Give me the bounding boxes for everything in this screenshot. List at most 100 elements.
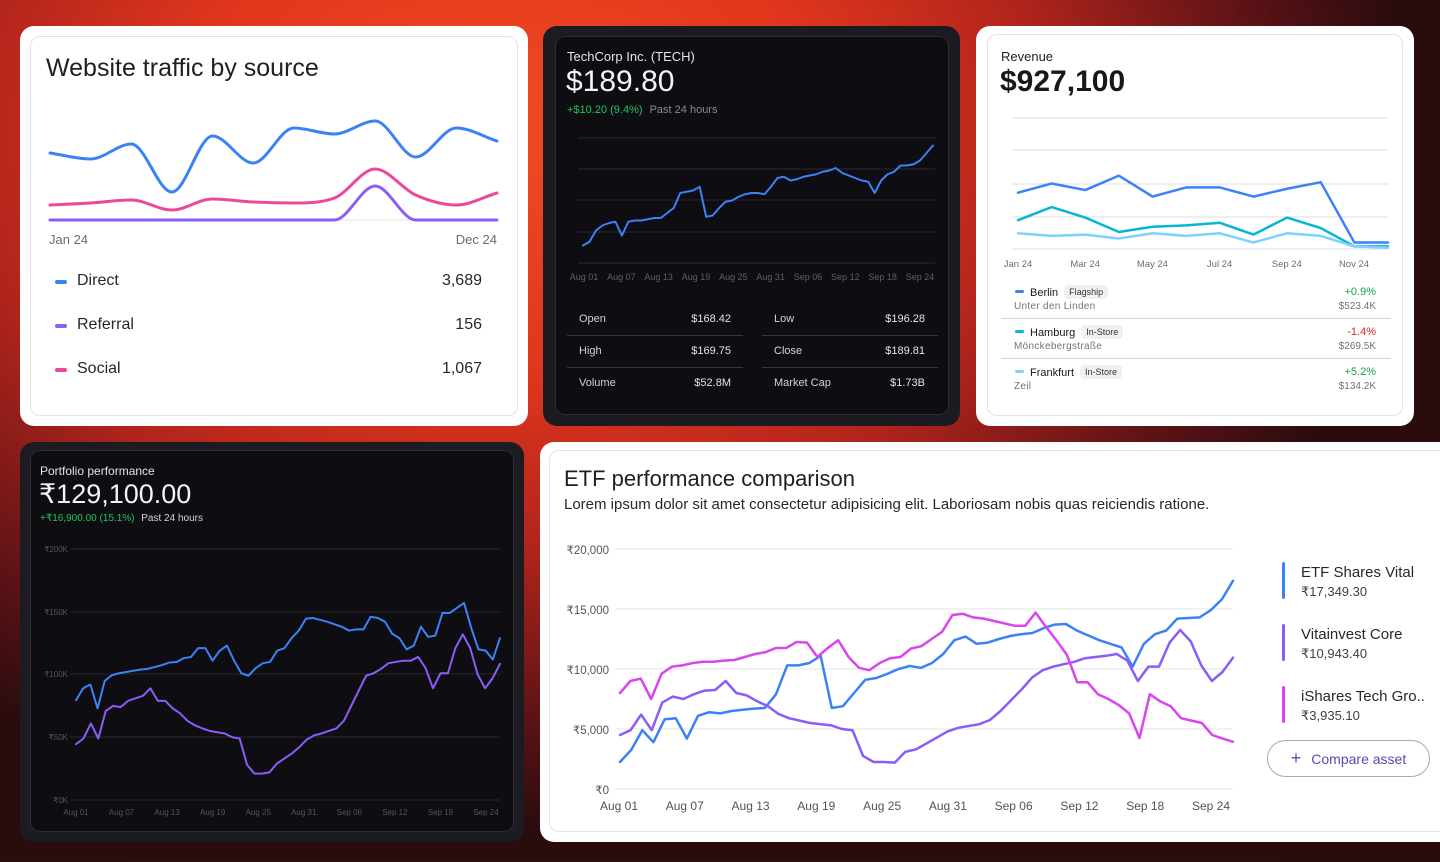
location-change: -1.4%: [1347, 326, 1376, 338]
x-tick-label: Aug 01: [599, 799, 639, 813]
portfolio-title: Portfolio performance: [40, 464, 155, 478]
location-address: Mönckebergstraße: [1014, 341, 1103, 352]
y-tick-label: ₹50K: [48, 733, 68, 742]
y-tick-label: ₹5,000: [572, 725, 609, 737]
stat-label: Volume: [579, 377, 616, 389]
x-tick-label: Sep 06: [994, 799, 1033, 813]
series-line-frankfurt: [1016, 232, 1390, 249]
x-tick-label: Nov 24: [1338, 259, 1370, 270]
series-line-ishares-tech-gro-: [618, 611, 1235, 744]
traffic-card-body: [30, 36, 518, 416]
compare-asset-button[interactable]: + Compare asset: [1267, 740, 1430, 777]
legend-swatch-referral: [55, 324, 67, 328]
location-item-frankfurt: Frankfurt In-Store: [1030, 365, 1123, 379]
location-amount: $269.5K: [1338, 341, 1376, 352]
stock-card-body: [555, 36, 949, 415]
x-tick-label: Sep 06: [336, 808, 362, 817]
stock-chart: [578, 137, 935, 264]
location-badge: In-Store: [1080, 365, 1123, 379]
location-swatch: [1015, 330, 1024, 333]
series-line-1: [75, 633, 501, 775]
x-tick-label: Aug 31: [756, 272, 785, 282]
x-tick-label: Sep 18: [868, 272, 897, 282]
stat-label: Low: [774, 313, 795, 325]
y-tick-label: ₹20,000: [566, 545, 610, 557]
stat-label: High: [579, 345, 602, 357]
x-tick-label: Sep 24: [473, 808, 499, 817]
etf-subtitle: Lorem ipsum dolor sit amet consectetur a…: [564, 496, 1210, 513]
revenue-title: Revenue: [1001, 49, 1054, 64]
revenue-total: $927,100: [1000, 65, 1126, 98]
legend-value: 156: [455, 316, 482, 333]
legend-name: Vitainvest Core: [1301, 626, 1403, 643]
x-tick-label: Aug 19: [199, 808, 226, 817]
location-item-hamburg: Hamburg In-Store: [1030, 325, 1124, 339]
location-divider: [1001, 318, 1391, 319]
x-tick-label: Sep 12: [1060, 799, 1099, 813]
y-tick-label: ₹200K: [44, 545, 68, 554]
series-line-social: [48, 167, 499, 212]
legend-name: ETF Shares Vital: [1301, 564, 1415, 581]
compare-asset-label: Compare asset: [1311, 750, 1407, 767]
stock-title: TechCorp Inc. (TECH): [567, 49, 695, 64]
x-tick-label: Sep 18: [427, 808, 454, 817]
traffic-chart: [48, 119, 499, 222]
x-tick-label: Aug 25: [863, 799, 902, 813]
x-tick-label: Jul 24: [1206, 259, 1233, 270]
x-tick-label: Aug 01: [569, 272, 599, 282]
series-line-berlin: [1016, 174, 1390, 244]
portfolio-chart: [70, 548, 501, 801]
x-tick-label: Aug 25: [245, 808, 271, 817]
legend-bar: [1282, 686, 1285, 723]
stat-divider: [567, 367, 743, 368]
x-tick-label: Jan 24: [1003, 259, 1033, 270]
stock-period: Past 24 hours: [649, 104, 718, 116]
legend-label: Social: [77, 360, 121, 377]
y-tick-label: ₹0K: [53, 796, 68, 805]
stat-label: Open: [579, 313, 606, 325]
series-line-hamburg: [1016, 205, 1390, 248]
x-tick-label: Aug 07: [607, 272, 636, 282]
series-line-referral: [48, 184, 499, 222]
x-tick-label: Sep 24: [905, 272, 935, 282]
x-tick-label: Aug 07: [665, 799, 704, 813]
x-tick-label: Aug 13: [731, 799, 770, 813]
y-tick-label: ₹150K: [44, 608, 68, 617]
legend-label: Direct: [77, 272, 119, 289]
legend-value: ₹10,943.40: [1301, 646, 1368, 661]
y-tick-label: ₹15,000: [566, 605, 610, 617]
stat-label: Close: [774, 345, 803, 357]
legend-bar: [1282, 562, 1285, 599]
portfolio-value: ₹129,100.00: [39, 479, 192, 509]
x-tick-label: Sep 06: [793, 272, 823, 282]
location-name: Hamburg: [1030, 327, 1076, 339]
stat-value: $196.28: [885, 313, 925, 325]
location-amount: $523.4K: [1338, 301, 1376, 312]
legend-value: 3,689: [441, 272, 482, 289]
x-tick-label: Aug 19: [681, 272, 711, 282]
x-tick-label: Sep 18: [1126, 799, 1165, 813]
stat-value: $168.42: [691, 313, 731, 325]
revenue-chart: [1012, 117, 1390, 250]
location-swatch: [1015, 290, 1024, 293]
location-change: +0.9%: [1344, 286, 1377, 298]
location-name: Frankfurt: [1030, 367, 1075, 379]
x-tick-label: May 24: [1136, 259, 1168, 270]
stock-change: +$10.20 (9.4%): [567, 104, 643, 116]
y-tick-label: ₹10,000: [566, 665, 610, 677]
x-tick-label: Aug 07: [108, 808, 135, 817]
series-line-0: [75, 601, 501, 710]
legend-value: ₹3,935.10: [1301, 708, 1360, 723]
legend-value: 1,067: [441, 360, 482, 377]
etf-chart: [615, 548, 1235, 790]
stat-value: $189.81: [885, 345, 925, 357]
location-address: Unter den Linden: [1014, 301, 1096, 312]
legend-value: ₹17,349.30: [1301, 584, 1368, 599]
location-item-berlin: Berlin Flagship: [1030, 285, 1109, 299]
series-line-direct: [48, 119, 499, 194]
x-tick-label: Sep 12: [831, 272, 860, 282]
y-tick-label: ₹0: [595, 785, 609, 797]
legend-swatch-social: [55, 368, 67, 372]
stat-value: $169.75: [691, 345, 731, 357]
x-tick-label: Sep 24: [1271, 259, 1302, 270]
